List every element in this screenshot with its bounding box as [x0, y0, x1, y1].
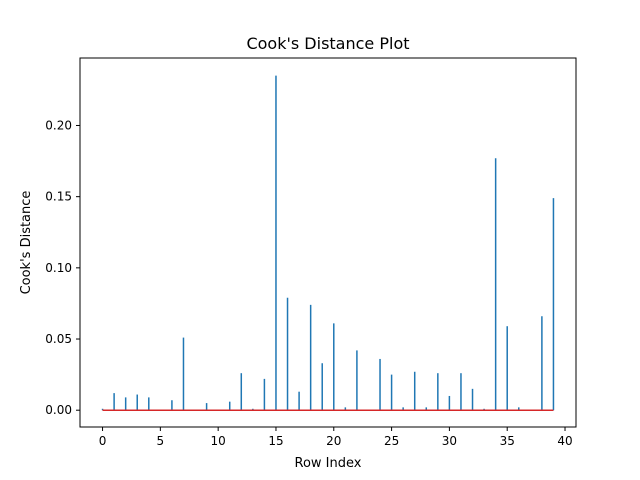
- y-tick-label-4: 0.20: [45, 118, 72, 132]
- y-tick-label-1: 0.05: [45, 332, 72, 346]
- y-tick-label-3: 0.15: [45, 190, 72, 204]
- y-axis-label: Cook's Distance: [19, 191, 34, 295]
- x-tick-label-20: 20: [326, 434, 341, 448]
- x-tick-label-40: 40: [557, 434, 572, 448]
- y-axis: 0.00 0.05 0.10 0.15 0.20: [45, 118, 80, 417]
- x-axis-label: Row Index: [295, 456, 362, 471]
- axes-frame: [79, 57, 577, 428]
- y-tick-label-2: 0.10: [45, 261, 72, 275]
- x-tick-label-10: 10: [211, 434, 226, 448]
- x-tick-label-0: 0: [99, 434, 107, 448]
- x-tick-label-25: 25: [384, 434, 399, 448]
- y-tick-label-0: 0.00: [45, 403, 72, 417]
- x-tick-label-35: 35: [500, 434, 515, 448]
- x-axis: 0 5 10 15 20 25 30 35 40: [99, 427, 573, 448]
- x-tick-label-5: 5: [157, 434, 165, 448]
- plot-area: [101, 75, 555, 411]
- x-tick-label-30: 30: [442, 434, 457, 448]
- x-tick-label-15: 15: [268, 434, 283, 448]
- chart-title: Cook's Distance Plot: [246, 34, 409, 53]
